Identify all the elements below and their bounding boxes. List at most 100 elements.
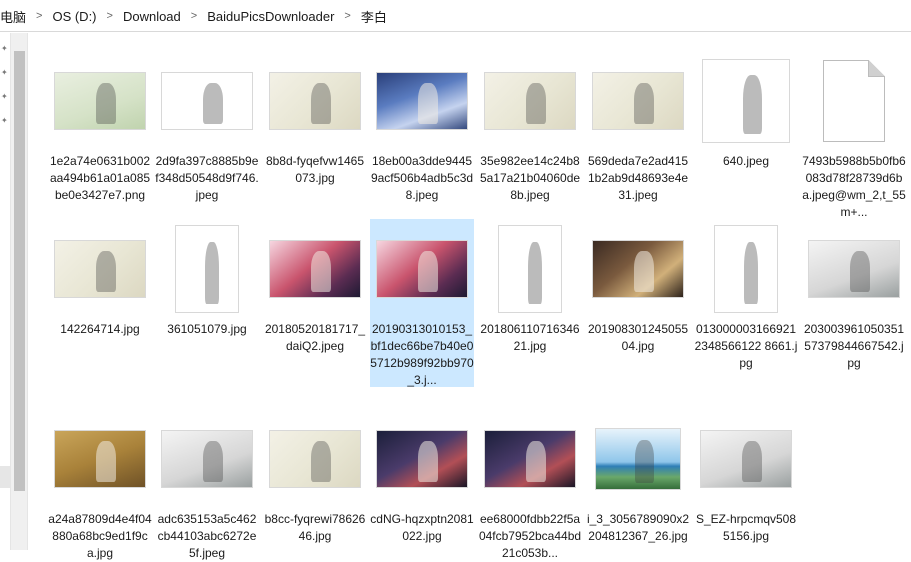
- figure-silhouette: [742, 441, 762, 482]
- file-name-label: S_EZ-hrpcmqv5085156.jpg: [695, 512, 797, 543]
- game-art-thumbnail: [376, 430, 468, 488]
- file-item[interactable]: ee68000fdbb22f5a04fcb7952bca44bd21c053b.…: [478, 409, 582, 560]
- figure-silhouette: [96, 441, 116, 482]
- file-name-label: ee68000fdbb22f5a04fcb7952bca44bd21c053b.…: [478, 512, 582, 560]
- figure-silhouette: [418, 83, 438, 124]
- game-art-thumbnail: [376, 72, 468, 130]
- pin-icon[interactable]: ✦: [1, 116, 8, 125]
- file-item[interactable]: adc635153a5c462cb44103abc6272e5f.jpeg: [155, 409, 259, 560]
- figure-silhouette: [418, 441, 438, 482]
- breadcrumb: 电脑 > OS (D:) > Download > BaiduPicsDownl…: [0, 7, 392, 25]
- figure-silhouette: [418, 251, 438, 292]
- ink-figure-thumbnail: [498, 225, 562, 313]
- generic-file-icon: [823, 60, 885, 142]
- landscape-thumbnail: [595, 428, 681, 490]
- file-item[interactable]: 2d9fa397c8885b9ef348d50548d9f746.jpeg: [155, 51, 259, 202]
- file-name-label: 35e982ee14c24b85a17a21b04060de8b.jpeg: [479, 154, 581, 202]
- thumbnail-frame: [586, 219, 690, 319]
- file-item[interactable]: 20180611071634621.jpg: [478, 219, 582, 369]
- ink-figure-thumbnail: [54, 72, 146, 130]
- file-item[interactable]: 18eb00a3dde94459acf506b4adb5c3d8.jpeg: [370, 51, 474, 202]
- file-item[interactable]: b8cc-fyqrewi7862646.jpg: [263, 409, 367, 559]
- ink-landscape-thumbnail: [808, 240, 900, 298]
- file-item[interactable]: 1e2a74e0631b002aa494b61a01a085be0e3427e7…: [48, 51, 152, 202]
- file-item[interactable]: 361051079.jpg: [155, 219, 259, 369]
- thumbnail-frame: [478, 409, 582, 509]
- address-bar[interactable]: 电脑 > OS (D:) > Download > BaiduPicsDownl…: [0, 0, 911, 32]
- ink-figure-thumbnail: [54, 430, 146, 488]
- file-item[interactable]: 142264714.jpg: [48, 219, 152, 369]
- thumbnail-frame: [155, 219, 259, 319]
- file-name-label: 142264714.jpg: [60, 322, 140, 336]
- ink-figure-thumbnail: [175, 225, 239, 313]
- thumbnail-frame: [586, 409, 690, 509]
- file-name-label: adc635153a5c462cb44103abc6272e5f.jpeg: [157, 512, 257, 560]
- pin-icon[interactable]: ✦: [1, 44, 8, 53]
- figure-silhouette: [311, 441, 331, 482]
- file-item[interactable]: cdNG-hqzxptn2081022.jpg: [370, 409, 474, 559]
- thumbnail-frame: [370, 51, 474, 151]
- file-name-label: 640.jpeg: [722, 154, 770, 168]
- thumbnail-frame: [802, 219, 906, 319]
- thumbnail-frame: [370, 409, 474, 509]
- breadcrumb-separator-icon[interactable]: >: [36, 10, 43, 22]
- figure-silhouette: [203, 83, 223, 124]
- file-item[interactable]: i_3_3056789090x2204812367_26.jpg: [586, 409, 690, 559]
- file-grid[interactable]: 1e2a74e0631b002aa494b61a01a085be0e3427e7…: [30, 33, 911, 560]
- figure-silhouette: [850, 251, 870, 292]
- file-item[interactable]: 35e982ee14c24b85a17a21b04060de8b.jpeg: [478, 51, 582, 202]
- file-item[interactable]: S_EZ-hrpcmqv5085156.jpg: [694, 409, 798, 559]
- game-art-thumbnail: [484, 430, 576, 488]
- file-item[interactable]: 569deda7e2ad4151b2ab9d48693e4e31.jpeg: [586, 51, 690, 202]
- thumbnail-frame: [370, 219, 474, 319]
- file-item[interactable]: 0130000031669212348566122 8661.jpg: [694, 219, 798, 370]
- breadcrumb-item-download[interactable]: Download: [122, 8, 181, 24]
- figure-silhouette: [311, 83, 331, 124]
- scrollbar-thumb[interactable]: [14, 51, 25, 491]
- file-item[interactable]: 20190830124505504.jpg: [586, 219, 690, 369]
- file-item[interactable]: a24a87809d4e4f04880a68bc9ed1f9ca.jpg: [48, 409, 152, 560]
- navigation-pane[interactable]: ✦ ✦ ✦ ✦: [0, 33, 10, 550]
- breadcrumb-separator-icon[interactable]: >: [190, 10, 198, 22]
- thumbnail-frame: [155, 409, 259, 509]
- navigation-scrollbar[interactable]: [10, 33, 28, 550]
- portrait-thumbnail: [714, 225, 778, 313]
- ink-landscape-thumbnail: [161, 430, 253, 488]
- file-name-label: a24a87809d4e4f04880a68bc9ed1f9ca.jpg: [48, 512, 152, 560]
- file-item[interactable]: 8b8d-fyqefvw1465073.jpg: [263, 51, 367, 201]
- figure-silhouette: [311, 251, 331, 292]
- figure-silhouette: [203, 441, 223, 482]
- thumbnail-frame: [478, 51, 582, 151]
- thumbnail-frame: [694, 51, 798, 151]
- figure-silhouette: [528, 242, 542, 304]
- thumbnail-frame: [586, 51, 690, 151]
- file-item[interactable]: 20300396105035157379844667542.jpg: [802, 219, 906, 370]
- breadcrumb-separator-icon[interactable]: >: [106, 10, 113, 22]
- file-name-label: 361051079.jpg: [167, 322, 247, 336]
- file-item[interactable]: 640.jpeg: [694, 51, 798, 201]
- file-name-label: 569deda7e2ad4151b2ab9d48693e4e31.jpeg: [587, 154, 689, 202]
- breadcrumb-item-current-folder[interactable]: 李白: [360, 9, 387, 25]
- file-name-label: 20180611071634621.jpg: [480, 322, 580, 353]
- file-name-label: 20190830124505504.jpg: [587, 322, 689, 353]
- file-item[interactable]: 7493b5988b5b0fb6083d78f28739d6ba.jpeg@wm…: [802, 51, 906, 219]
- figure-silhouette: [634, 251, 654, 292]
- file-name-label: 7493b5988b5b0fb6083d78f28739d6ba.jpeg@wm…: [802, 154, 906, 219]
- figure-silhouette: [634, 83, 654, 124]
- pin-icon[interactable]: ✦: [1, 92, 8, 101]
- navigation-pane-selection[interactable]: [0, 466, 10, 488]
- figure-silhouette: [743, 75, 762, 134]
- breadcrumb-item-computer[interactable]: 电脑: [0, 9, 27, 25]
- breadcrumb-item-baidupicsdownloader[interactable]: BaiduPicsDownloader: [207, 8, 335, 24]
- game-art-thumbnail: [269, 240, 361, 298]
- pin-icon[interactable]: ✦: [1, 68, 8, 77]
- breadcrumb-item-drive[interactable]: OS (D:): [52, 8, 97, 24]
- thumbnail-frame: [694, 219, 798, 319]
- ink-landscape-thumbnail: [592, 72, 684, 130]
- file-name-label: b8cc-fyqrewi7862646.jpg: [264, 512, 366, 543]
- figure-silhouette: [526, 83, 546, 124]
- file-item[interactable]: 20180520181717_daiQ2.jpeg: [263, 219, 367, 369]
- thumbnail-frame: [48, 409, 152, 509]
- file-item[interactable]: 20190313010153_bf1dec66be7b40e05712b989f…: [370, 219, 474, 387]
- breadcrumb-separator-icon[interactable]: >: [344, 10, 351, 22]
